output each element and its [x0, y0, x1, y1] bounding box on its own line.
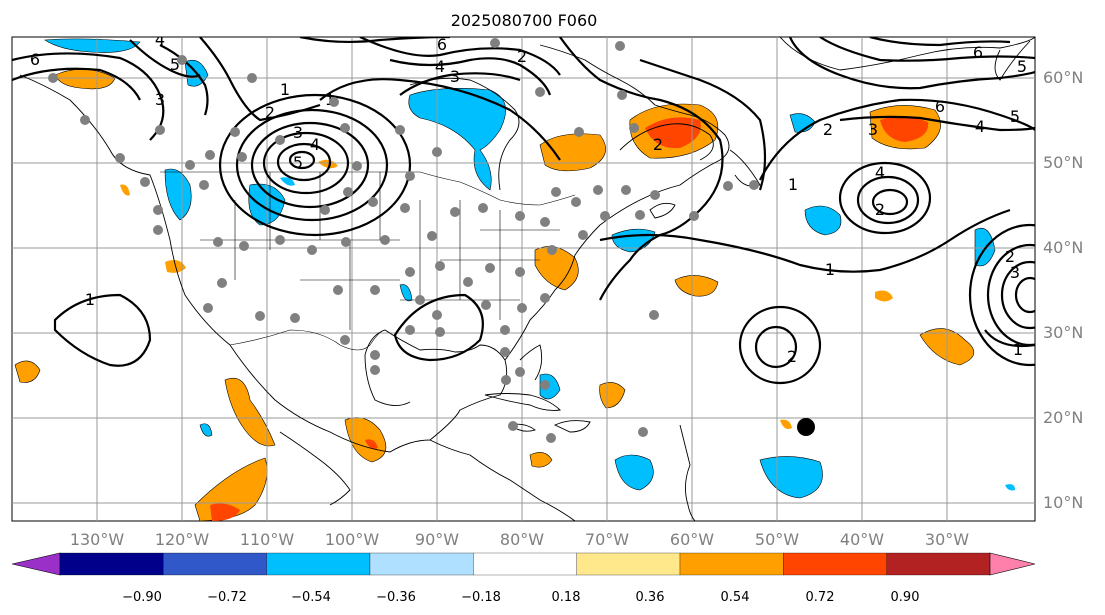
svg-text:60°N: 60°N — [1043, 68, 1083, 87]
svg-text:60°W: 60°W — [670, 530, 714, 549]
colorbar-segment — [59, 552, 164, 576]
svg-text:90°W: 90°W — [415, 530, 459, 549]
svg-text:0.54: 0.54 — [721, 590, 750, 605]
colorbar-segments — [11, 552, 1036, 576]
svg-text:4: 4 — [875, 163, 885, 182]
svg-text:2: 2 — [1005, 247, 1015, 266]
svg-text:4: 4 — [310, 135, 320, 154]
svg-text:20°N: 20°N — [1043, 408, 1083, 427]
negative-anomaly-areas — [44, 38, 1015, 499]
svg-text:40°N: 40°N — [1043, 238, 1083, 257]
svg-text:−0.90: −0.90 — [122, 590, 162, 605]
svg-text:4: 4 — [435, 57, 445, 76]
svg-text:110°W: 110°W — [240, 530, 295, 549]
svg-text:6: 6 — [30, 50, 40, 69]
colorbar-segment — [473, 552, 577, 576]
svg-text:1: 1 — [280, 80, 290, 99]
svg-text:−0.72: −0.72 — [207, 590, 247, 605]
svg-text:3: 3 — [868, 120, 878, 139]
station-dots — [48, 38, 759, 443]
colorbar-segment — [369, 552, 474, 576]
positive-anomaly-areas — [14, 68, 975, 521]
colorbar-segment — [679, 552, 784, 576]
svg-text:2: 2 — [787, 347, 797, 366]
colorbar-segment — [163, 552, 267, 576]
colorbar-extend-high — [989, 552, 1036, 576]
svg-text:−0.36: −0.36 — [376, 590, 416, 605]
svg-text:2: 2 — [823, 120, 833, 139]
svg-text:3: 3 — [1010, 263, 1020, 282]
svg-text:40°W: 40°W — [840, 530, 884, 549]
svg-text:2: 2 — [653, 135, 663, 154]
svg-text:−0.18: −0.18 — [461, 590, 501, 605]
svg-text:100°W: 100°W — [325, 530, 380, 549]
svg-text:30°W: 30°W — [925, 530, 969, 549]
colorbar-tick-labels: −0.90 −0.72 −0.54 −0.36 −0.18 0.18 0.36 … — [122, 590, 919, 605]
svg-text:6: 6 — [973, 43, 983, 62]
svg-text:1: 1 — [1013, 340, 1023, 359]
svg-text:4: 4 — [155, 30, 165, 49]
svg-text:5: 5 — [293, 153, 303, 172]
position-marker — [797, 418, 815, 436]
svg-text:0.18: 0.18 — [552, 590, 581, 605]
svg-text:5: 5 — [170, 55, 180, 74]
coastlines — [19, 37, 1035, 521]
svg-text:6: 6 — [935, 97, 945, 116]
svg-text:1: 1 — [825, 260, 835, 279]
svg-text:4: 4 — [975, 117, 985, 136]
map-title: 2025080700 F060 — [451, 11, 598, 30]
longitude-labels: 130°W 120°W 110°W 100°W 90°W 80°W 70°W 6… — [70, 530, 969, 549]
colorbar: −0.90 −0.72 −0.54 −0.36 −0.18 0.18 0.36 … — [11, 552, 1036, 605]
svg-text:2: 2 — [517, 47, 527, 66]
svg-text:50°W: 50°W — [755, 530, 799, 549]
svg-text:70°W: 70°W — [585, 530, 629, 549]
svg-text:5: 5 — [1010, 107, 1020, 126]
svg-text:2: 2 — [875, 200, 885, 219]
svg-text:3: 3 — [450, 67, 460, 86]
svg-text:120°W: 120°W — [155, 530, 210, 549]
contour-lines — [12, 37, 1035, 385]
colorbar-segment — [783, 552, 887, 576]
svg-text:5: 5 — [1017, 57, 1027, 76]
svg-text:0.72: 0.72 — [806, 590, 835, 605]
colorbar-segment — [576, 552, 681, 576]
svg-text:3: 3 — [155, 90, 165, 109]
svg-text:6: 6 — [437, 35, 447, 54]
svg-text:3: 3 — [293, 123, 303, 142]
colorbar-segment — [266, 552, 371, 576]
svg-text:10°N: 10°N — [1043, 493, 1083, 512]
latitude-labels: 60°N 50°N 40°N 30°N 20°N 10°N — [1043, 68, 1083, 512]
svg-text:0.90: 0.90 — [891, 590, 920, 605]
svg-text:50°N: 50°N — [1043, 153, 1083, 172]
svg-text:30°N: 30°N — [1043, 323, 1083, 342]
colorbar-segment — [886, 552, 991, 576]
svg-text:130°W: 130°W — [70, 530, 125, 549]
svg-text:80°W: 80°W — [500, 530, 544, 549]
svg-text:1: 1 — [85, 290, 95, 309]
svg-text:−0.54: −0.54 — [291, 590, 331, 605]
colorbar-extend-low — [11, 552, 61, 576]
svg-text:0.36: 0.36 — [636, 590, 665, 605]
svg-text:1: 1 — [788, 175, 798, 194]
svg-text:2: 2 — [265, 103, 275, 122]
